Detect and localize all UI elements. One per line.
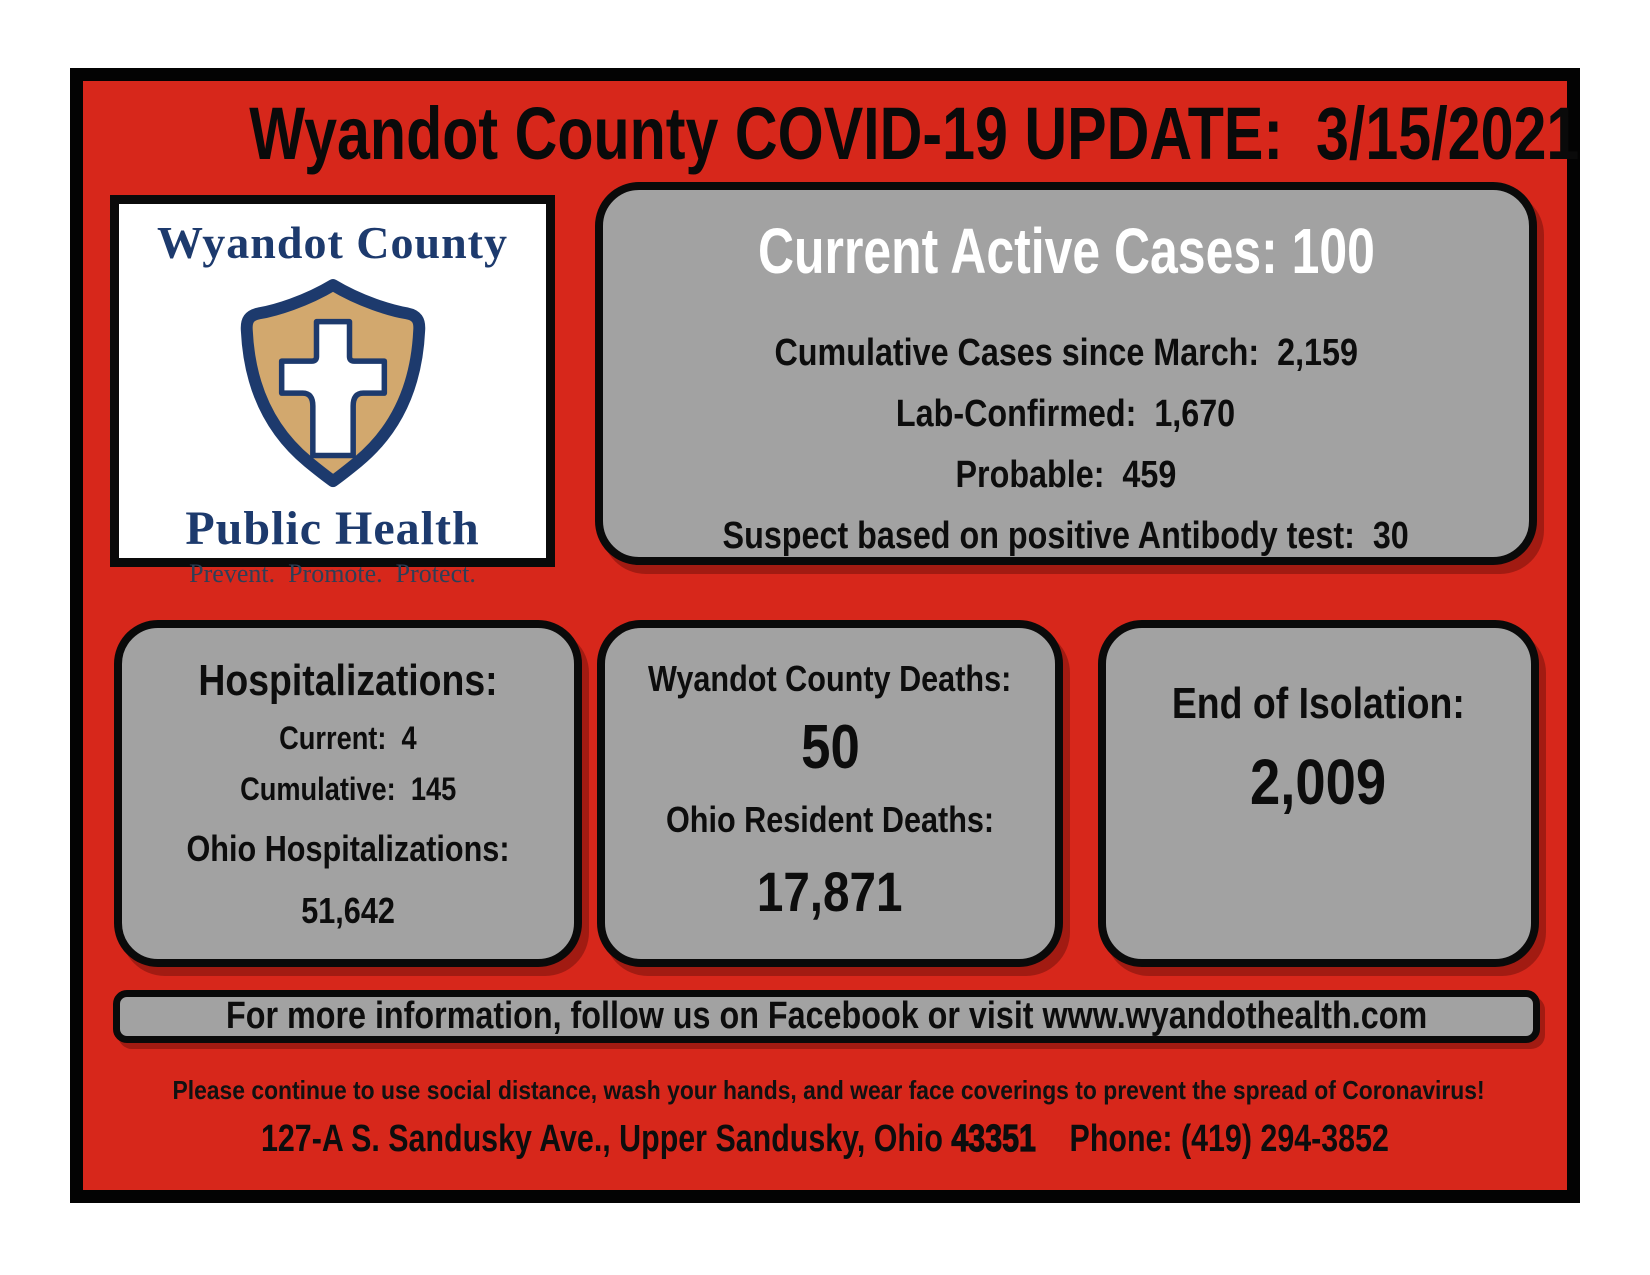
hospitalizations-panel: Hospitalizations: Current: 4 Cumulative:… xyxy=(114,620,582,967)
health-department-logo: Wyandot County Public Health Prevent. Pr… xyxy=(110,195,555,587)
street-address: 127-A S. Sandusky Ave., Upper Sandusky, … xyxy=(261,1118,944,1160)
active-cases-panel: Current Active Cases: 100 Cumulative Cas… xyxy=(595,182,1537,565)
poster-title-row: Wyandot County COVID-19 UPDATE: 3/15/202… xyxy=(83,91,1579,176)
county-deaths-value: 50 xyxy=(800,713,860,782)
logo-org-subname: Public Health xyxy=(185,502,480,555)
info-banner-text: For more information, follow us on Faceb… xyxy=(225,995,1428,1037)
ohio-hospitalizations-label: Ohio Hospitalizations: xyxy=(186,828,510,869)
ohio-hospitalizations-value: 51,642 xyxy=(301,890,395,931)
deaths-panel: Wyandot County Deaths: 50 Ohio Resident … xyxy=(597,620,1063,967)
ohio-resident-deaths-label: Ohio Resident Deaths: xyxy=(665,799,995,840)
hospitalizations-title: Hospitalizations: xyxy=(198,656,498,705)
county-deaths-label: Wyandot County Deaths: xyxy=(648,658,1012,699)
poster-frame: Wyandot County COVID-19 UPDATE: 3/15/202… xyxy=(70,68,1580,1203)
logo-tagline: Prevent. Promote. Protect. xyxy=(189,559,476,588)
cases-line-probable: Probable: 459 xyxy=(955,454,1177,496)
zip-code: 43351 xyxy=(951,1118,1036,1160)
cases-line-lab-confirmed: Lab-Confirmed: 1,670 xyxy=(896,393,1236,435)
advisory-row: Please continue to use social distance, … xyxy=(83,1075,1567,1106)
contact-line: 127-A S. Sandusky Ave., Upper Sandusky, … xyxy=(261,1118,1389,1160)
advisory-text: Please continue to use social distance, … xyxy=(172,1075,1485,1105)
public-health-shield-icon xyxy=(233,274,433,499)
end-of-isolation-panel: End of Isolation: 2,009 xyxy=(1098,620,1539,967)
contact-row: 127-A S. Sandusky Ave., Upper Sandusky, … xyxy=(83,1118,1567,1161)
info-banner: For more information, follow us on Faceb… xyxy=(113,990,1540,1043)
logo-org-name: Wyandot County xyxy=(157,217,508,268)
ohio-resident-deaths-value: 17,871 xyxy=(757,860,903,923)
page-title: Wyandot County COVID-19 UPDATE: 3/15/202… xyxy=(249,92,1580,175)
end-of-isolation-label: End of Isolation: xyxy=(1172,678,1465,728)
active-cases-headline: Current Active Cases: 100 xyxy=(757,215,1375,287)
phone-number: Phone: (419) 294-3852 xyxy=(1069,1118,1389,1160)
cases-line-suspect-antibody: Suspect based on positive Antibody test:… xyxy=(722,515,1410,557)
hospitalizations-current: Current: 4 xyxy=(279,720,417,756)
cases-line-cumulative: Cumulative Cases since March: 2,159 xyxy=(774,332,1358,374)
end-of-isolation-value: 2,009 xyxy=(1250,745,1387,818)
hospitalizations-cumulative: Cumulative: 145 xyxy=(239,771,457,807)
